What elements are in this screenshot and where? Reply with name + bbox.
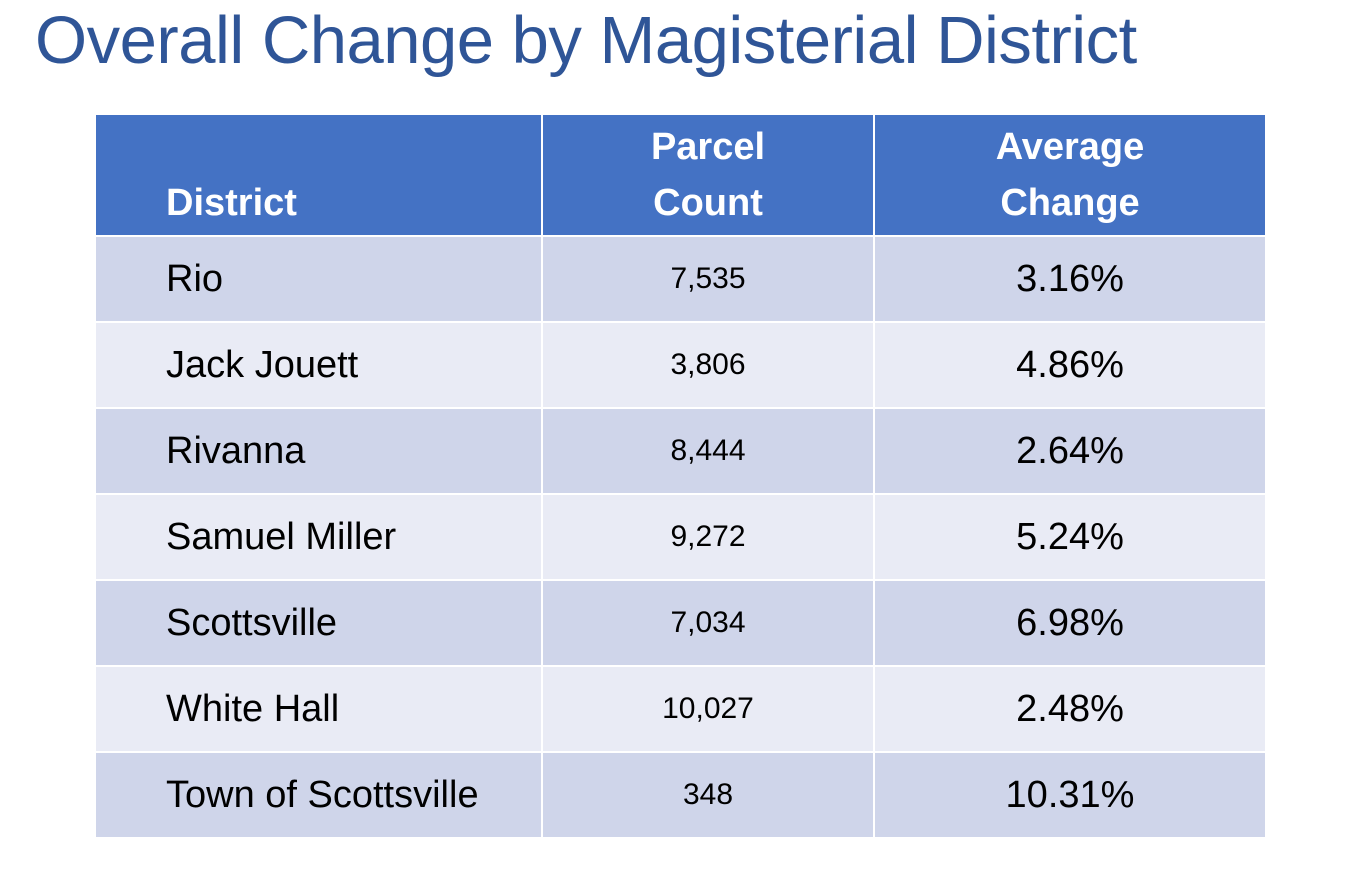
district-cell: Scottsville [94,579,543,667]
district-cell: White Hall [94,665,543,753]
table-row: Rivanna 8,444 2.64% [94,407,1267,495]
table-row: Town of Scottsville 348 10.31% [94,751,1267,839]
header-district: District [94,113,543,237]
average-change-cell: 2.64% [873,407,1267,495]
average-change-cell: 3.16% [873,235,1267,323]
district-cell: Rio [94,235,543,323]
header-parcel-count: Parcel Count [541,113,875,237]
average-change-cell: 2.48% [873,665,1267,753]
average-change-cell: 5.24% [873,493,1267,581]
slide-title: Overall Change by Magisterial District [35,3,1137,78]
district-cell: Jack Jouett [94,321,543,409]
district-cell: Samuel Miller [94,493,543,581]
header-parcel-line2: Count [653,182,763,224]
parcel-count-cell: 8,444 [541,407,875,495]
parcel-count-cell: 7,535 [541,235,875,323]
table-row: Jack Jouett 3,806 4.86% [94,321,1267,409]
header-average-change: Average Change [873,113,1267,237]
parcel-count-cell: 348 [541,751,875,839]
district-cell: Town of Scottsville [94,751,543,839]
parcel-count-cell: 7,034 [541,579,875,667]
table-header-row: District Parcel Count Average Change [94,113,1267,237]
header-average-line2: Change [1000,182,1140,224]
parcel-count-cell: 3,806 [541,321,875,409]
average-change-cell: 10.31% [873,751,1267,839]
parcel-count-cell: 10,027 [541,665,875,753]
average-change-cell: 6.98% [873,579,1267,667]
header-average-line1: Average [995,126,1145,168]
parcel-count-cell: 9,272 [541,493,875,581]
table-row: White Hall 10,027 2.48% [94,665,1267,753]
table-row: Rio 7,535 3.16% [94,235,1267,323]
district-cell: Rivanna [94,407,543,495]
average-change-cell: 4.86% [873,321,1267,409]
district-table: District Parcel Count Average Change Rio 7,… [94,113,1267,839]
header-parcel-line1: Parcel [650,126,766,168]
table-row: Samuel Miller 9,272 5.24% [94,493,1267,581]
table-row: Scottsville 7,034 6.98% [94,579,1267,667]
